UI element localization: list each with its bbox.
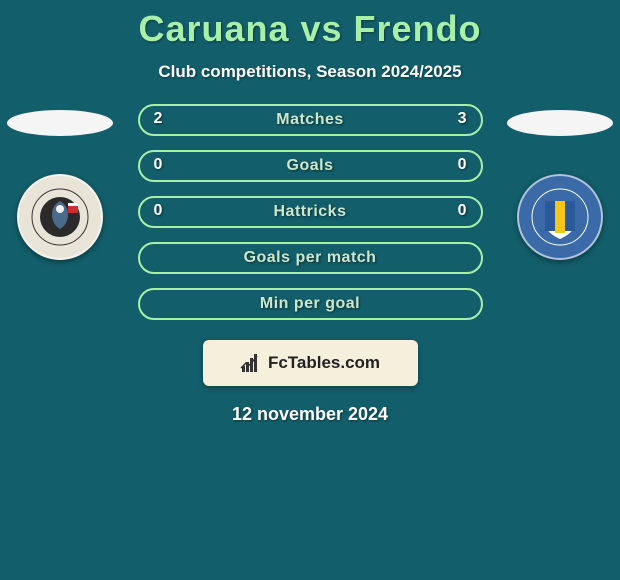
stat-right-value: 0 — [458, 202, 467, 220]
stat-label: Min per goal — [260, 295, 360, 313]
stat-label: Goals per match — [244, 249, 377, 267]
right-player-ellipse — [507, 110, 613, 136]
stat-left-value: 0 — [154, 202, 163, 220]
stat-label: Hattricks — [274, 203, 347, 221]
attribution-label: FcTables.com — [268, 353, 380, 373]
date-label: 12 november 2024 — [0, 404, 620, 425]
shield-crest-icon — [530, 187, 590, 247]
stat-left-value: 0 — [154, 156, 163, 174]
stat-right-value: 3 — [458, 110, 467, 128]
stat-row-goals: 0 Goals 0 — [138, 150, 483, 182]
stat-label: Matches — [276, 111, 344, 129]
stat-label: Goals — [287, 157, 334, 175]
bar-chart-icon — [240, 352, 262, 374]
stat-right-value: 0 — [458, 156, 467, 174]
stat-row-min-per-goal: Min per goal — [138, 288, 483, 320]
stat-row-matches: 2 Matches 3 — [138, 104, 483, 136]
right-club-badge — [517, 174, 603, 260]
page-subtitle: Club competitions, Season 2024/2025 — [0, 62, 620, 82]
left-club-badge — [17, 174, 103, 260]
left-player-column — [0, 110, 120, 260]
stats-table: 2 Matches 3 0 Goals 0 0 Hattricks 0 Goal… — [138, 104, 483, 320]
page-title: Caruana vs Frendo — [0, 8, 620, 50]
right-player-column — [500, 110, 620, 260]
attribution-box: FcTables.com — [203, 340, 418, 386]
peacock-crest-icon — [30, 187, 90, 247]
stat-row-hattricks: 0 Hattricks 0 — [138, 196, 483, 228]
stat-row-goals-per-match: Goals per match — [138, 242, 483, 274]
left-player-ellipse — [7, 110, 113, 136]
stat-left-value: 2 — [154, 110, 163, 128]
